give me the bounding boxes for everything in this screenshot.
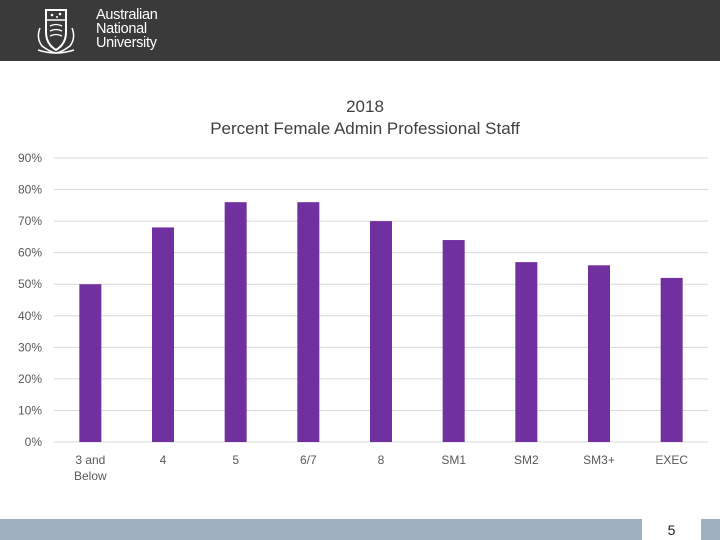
y-tick-label: 30% — [18, 340, 42, 354]
logo-line-2: National — [96, 21, 147, 37]
bar — [588, 265, 610, 442]
x-tick-label: SM1 — [441, 453, 466, 467]
bar — [224, 202, 247, 442]
bar — [515, 262, 538, 442]
y-tick-label: 80% — [18, 183, 42, 197]
y-axis-tick-labels: 0% 10% 20% 30% 40% 50% 60% 70% 80% 90% — [18, 151, 42, 449]
chart-title-subtitle: Percent Female Admin Professional Staff — [210, 119, 520, 138]
y-tick-label: 10% — [18, 403, 42, 417]
bar-chart: 0% 10% 20% 30% 40% 50% 60% 70% 80% 90% 3 and Below… — [18, 151, 708, 483]
x-tick-label: 8 — [378, 453, 385, 467]
bar — [152, 227, 174, 442]
bar — [79, 284, 102, 442]
x-tick-label: 5 — [232, 453, 239, 467]
y-tick-label: 0% — [25, 435, 43, 449]
bars — [79, 202, 683, 442]
logo-line-1: Australian — [96, 7, 158, 23]
university-name: Australian National University — [96, 7, 158, 51]
footer-bar — [0, 519, 720, 540]
chart-title-year: 2018 — [346, 97, 384, 116]
bar — [660, 277, 683, 442]
x-axis-tick-labels: 3 and Below 4 5 6/7 8 SM1 SM2 SM3+ EXEC — [74, 453, 688, 483]
y-tick-label: 60% — [18, 246, 42, 260]
bar — [370, 221, 392, 442]
bar — [297, 202, 320, 442]
x-tick-label: EXEC — [655, 453, 688, 467]
header-bar: Australian National University — [0, 0, 720, 61]
logo-line-3: University — [96, 35, 157, 51]
x-tick-label: 3 and Below — [74, 453, 107, 483]
page-number-box — [642, 519, 701, 540]
y-tick-label: 20% — [18, 372, 42, 386]
y-tick-label: 40% — [18, 309, 42, 323]
bar — [442, 240, 465, 442]
chart-title: 2018 Percent Female Admin Professional S… — [0, 96, 720, 140]
x-tick-label: SM3+ — [583, 453, 615, 467]
y-tick-label: 50% — [18, 277, 42, 291]
anu-crest-logo — [37, 9, 75, 54]
x-tick-label: 6/7 — [300, 453, 317, 467]
x-tick-label: 4 — [160, 453, 167, 467]
page-number: 5 — [667, 522, 676, 538]
y-tick-label: 70% — [18, 214, 42, 228]
x-tick-label: SM2 — [514, 453, 539, 467]
y-tick-label: 90% — [18, 151, 42, 165]
